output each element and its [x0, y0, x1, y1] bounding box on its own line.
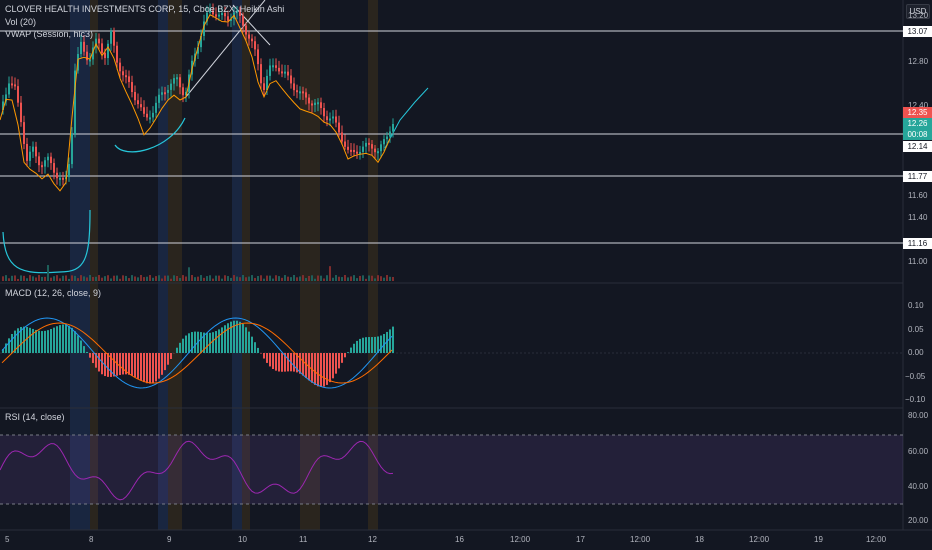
rsi-tick: 20.00 [908, 516, 929, 525]
macd-histogram [2, 320, 394, 387]
high-price-tag: 12.35 [903, 107, 932, 118]
level-tag[interactable]: 11.77 [903, 171, 932, 182]
price-tick: 11.60 [908, 191, 928, 200]
macd-tick: 0.05 [908, 325, 924, 334]
time-tick: 12:00 [510, 535, 531, 544]
macd-tick: 0.10 [908, 301, 924, 310]
level-tag[interactable]: 11.16 [903, 238, 932, 249]
time-tick: 12:00 [749, 535, 770, 544]
time-tick: 12:00 [630, 535, 651, 544]
macd-signal-line [1, 322, 393, 384]
macd-line [1, 317, 393, 389]
price-tick: 11.40 [908, 213, 928, 222]
rsi-tick: 40.00 [908, 482, 929, 491]
time-tick: 12:00 [866, 535, 887, 544]
bar-timer: 00:08 [903, 129, 932, 140]
time-tick: 11 [299, 535, 308, 544]
rsi-tick: 60.00 [908, 447, 929, 456]
price-tick: 13.20 [908, 11, 929, 20]
price-tick: 12.40 [908, 101, 929, 110]
time-tick: 19 [814, 535, 823, 544]
horizontal-levels[interactable] [0, 30, 903, 244]
vwap-legend[interactable]: VWAP (Session, hlc3) [5, 29, 94, 39]
rsi-legend[interactable]: RSI (14, close) [5, 412, 65, 422]
rsi-band [0, 435, 903, 504]
level-tag[interactable]: 12.14 [903, 141, 932, 152]
vwap-bands [2, 117, 186, 274]
price-tick: 11.00 [908, 257, 928, 266]
session-highlights [70, 0, 378, 530]
rsi-tick: 80.00 [908, 411, 929, 420]
macd-tick: −0.10 [905, 395, 926, 404]
price-tick: 12.80 [908, 57, 929, 66]
time-tick: 12 [368, 535, 377, 544]
time-tick: 16 [455, 535, 464, 544]
vol-legend[interactable]: Vol (20) [5, 17, 37, 27]
macd-tick: −0.05 [905, 372, 926, 381]
macd-tick: 0.00 [908, 348, 924, 357]
time-tick: 9 [167, 535, 172, 544]
rsi-line [0, 440, 394, 501]
time-tick: 8 [89, 535, 94, 544]
time-tick: 17 [576, 535, 585, 544]
volume-bars [2, 265, 394, 281]
level-tag[interactable]: 13.07 [903, 26, 932, 37]
time-tick: 18 [695, 535, 704, 544]
vwap-line [0, 14, 391, 192]
projection-line[interactable] [384, 87, 429, 149]
time-tick: 5 [5, 535, 10, 544]
currency-button[interactable]: USD [906, 4, 930, 19]
last-price-tag: 12.26 [903, 118, 932, 129]
macd-legend[interactable]: MACD (12, 26, close, 9) [5, 288, 102, 298]
symbol-title[interactable]: CLOVER HEALTH INVESTMENTS CORP, 15, Cboe… [5, 4, 285, 14]
time-tick: 10 [238, 535, 247, 544]
